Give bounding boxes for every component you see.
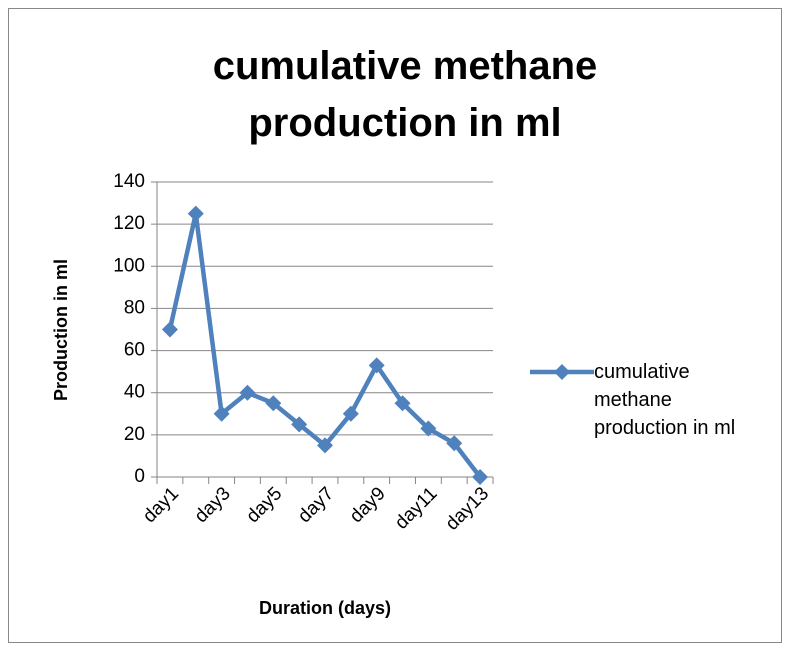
data-point (342, 405, 359, 422)
data-point (472, 469, 489, 485)
y-tick-label: 0 (134, 466, 145, 487)
y-tick-label: 80 (124, 297, 145, 318)
data-point (368, 357, 385, 374)
data-point (187, 205, 204, 222)
chart-title: cumulative methane production in ml (212, 44, 598, 145)
data-point (239, 384, 256, 401)
y-tick-label: 120 (113, 213, 145, 234)
data-point (161, 321, 178, 338)
chart-border (8, 8, 782, 643)
data-point (317, 437, 333, 454)
y-tick-label: 140 (113, 171, 145, 192)
y-tick-label: 100 (113, 255, 145, 276)
y-axis-title: Production in ml (51, 259, 71, 401)
x-axis-title: Duration (days) (259, 598, 391, 618)
data-point (291, 416, 308, 433)
data-point (446, 435, 463, 452)
data-point (394, 395, 411, 412)
y-tick-label: 20 (124, 424, 145, 445)
data-point (213, 405, 230, 422)
legend-label: cumulative methane production in ml (594, 361, 736, 439)
data-point (265, 395, 282, 412)
legend-marker (554, 364, 570, 380)
y-tick-label: 60 (124, 340, 145, 361)
y-tick-label: 40 (124, 382, 145, 403)
data-point (420, 420, 437, 437)
